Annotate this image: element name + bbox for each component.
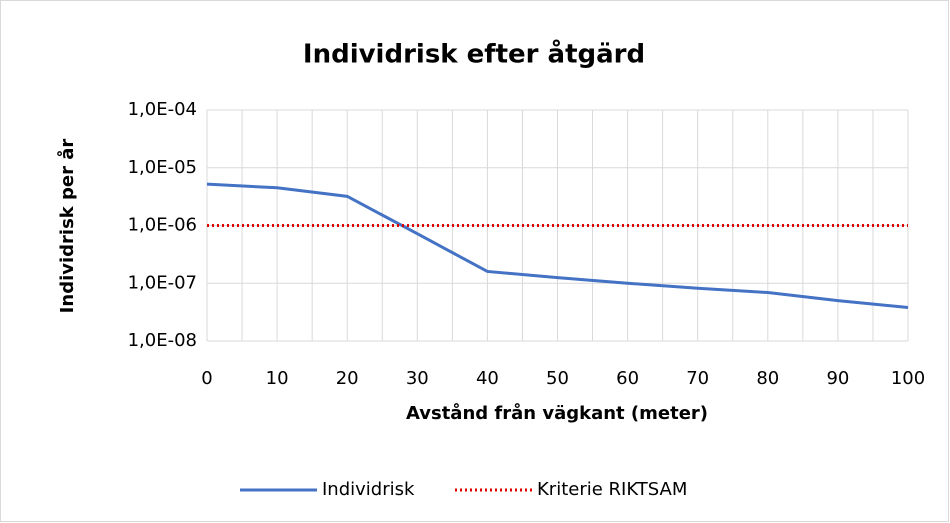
legend-label: Individrisk: [322, 479, 415, 500]
x-tick-label: 0: [201, 368, 212, 389]
x-tick-label: 10: [266, 368, 289, 389]
y-tick-label: 1,0E-08: [128, 330, 197, 351]
y-axis-label: Individrisk per år: [56, 139, 78, 314]
x-tick-label: 60: [616, 368, 639, 389]
y-tick-label: 1,0E-05: [128, 157, 197, 178]
series-line: [206, 182, 909, 310]
x-tick-label: 100: [891, 368, 925, 389]
y-tick-label: 1,0E-06: [128, 215, 197, 236]
x-tick-label: 30: [406, 368, 429, 389]
x-tick-label: 70: [686, 368, 709, 389]
x-tick-label: 90: [826, 368, 849, 389]
y-tick-label: 1,0E-07: [128, 272, 197, 293]
x-tick-label: 50: [546, 368, 569, 389]
x-tick-label: 80: [756, 368, 779, 389]
x-tick-label: 40: [476, 368, 499, 389]
y-tick-label: 1,0E-04: [128, 99, 197, 120]
chart-title: Individrisk efter åtgärd: [303, 38, 645, 70]
x-axis-label: Avstånd från vägkant (meter): [406, 402, 708, 424]
x-tick-label: 20: [336, 368, 359, 389]
legend-label: Kriterie RIKTSAM: [537, 479, 687, 500]
